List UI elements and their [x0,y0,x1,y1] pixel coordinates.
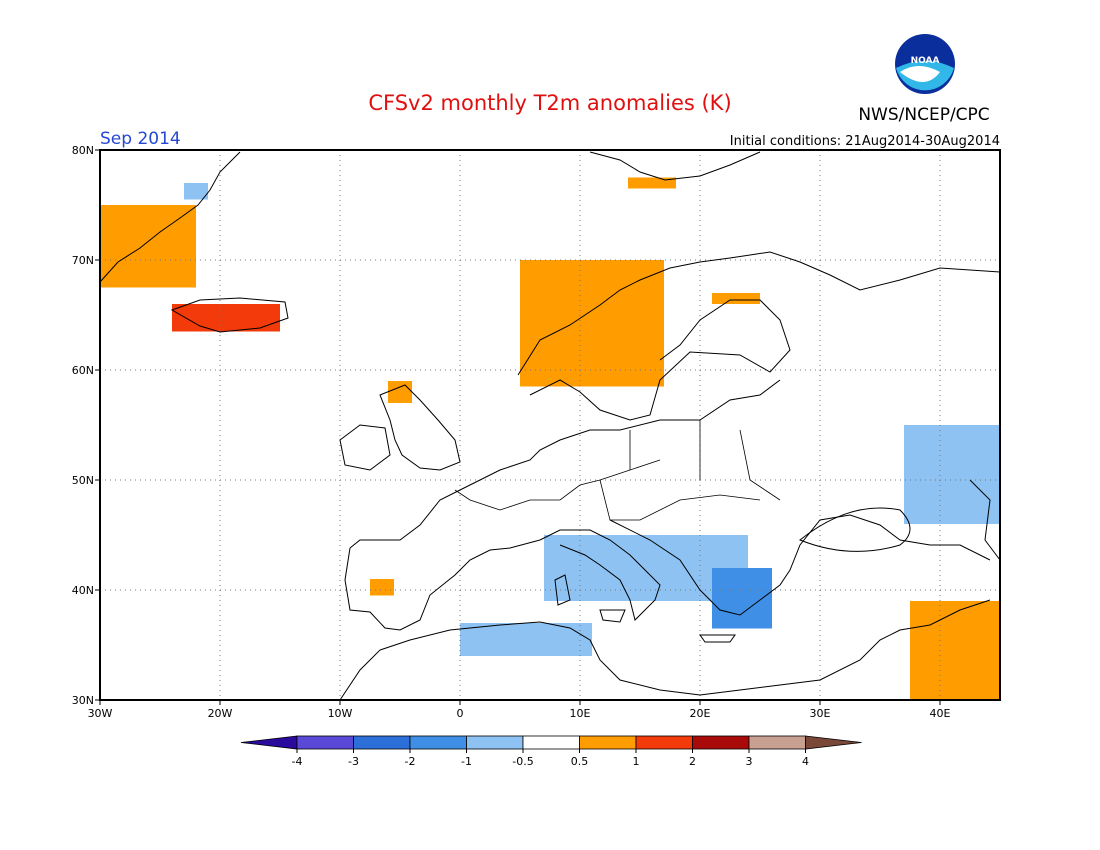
longitude-labels: 30W 20W 10W 0 10E 20E 30E 40E [88,700,951,720]
noaa-logo-text: NOAA [911,56,940,66]
lon-label: 20E [690,707,711,720]
colorbar-segment [692,735,750,750]
colorbar-segment [409,735,467,750]
lat-label: 60N [72,364,94,377]
anomaly-svalbard [628,177,676,189]
colorbar-label: 1 [633,755,640,768]
lon-label: 20W [208,707,233,720]
lat-label: 40N [72,584,94,597]
lon-label: 10E [570,707,591,720]
lon-label: 40E [930,707,951,720]
forecast-month: Sep 2014 [100,129,181,149]
lon-label: 30W [88,707,113,720]
anomaly-finland-north [712,293,760,304]
anomaly-iceland [172,304,280,332]
anomaly-north-africa [460,623,592,656]
colorbar-label: -4 [292,755,303,768]
lon-label: 10W [328,707,353,720]
latitude-labels: 80N 70N 60N 50N 40N 30N [72,144,100,707]
anomaly-iberia-west [370,579,394,596]
lat-label: 70N [72,254,94,267]
lat-label: 80N [72,144,94,157]
colorbar-segment [522,735,580,750]
colorbar-segment [748,735,806,750]
colorbar-segment [635,735,693,750]
agency-name: NWS/NCEP/CPC [858,105,989,125]
colorbar-label: -0.5 [512,755,533,768]
coastlines [99,151,1001,701]
colorbar-segment [240,735,298,750]
anomaly-greenland-cold-spot [184,183,208,200]
colorbar-label: 3 [746,755,753,768]
anomaly-greenland-east-coast [100,205,196,288]
colorbar-label: 0.5 [571,755,589,768]
map-title: CFSv2 monthly T2m anomalies (K) [368,91,731,115]
colorbar: -4 -3 -2 -1 -0.5 0.5 1 2 3 4 [240,735,862,768]
colorbar-label: -3 [348,755,359,768]
colorbar-segment [805,735,862,750]
colorbar-label: 2 [689,755,696,768]
anomaly-scotland [388,381,412,403]
anomaly-turkey-east [910,601,1000,700]
lon-label: 0 [457,707,464,720]
colorbar-segment [353,735,411,750]
colorbar-label: 4 [802,755,809,768]
colorbar-label: -1 [461,755,472,768]
anomaly-russia-east [904,425,1000,524]
colorbar-segment [296,735,354,750]
anomaly-norway [520,260,664,387]
map-area [99,150,1001,701]
colorbar-segment [579,735,637,750]
initial-conditions: Initial conditions: 21Aug2014-30Aug2014 [730,134,1000,149]
lat-label: 30N [72,694,94,707]
map-frame [99,149,1001,701]
colorbar-segment [466,735,524,750]
lon-label: 30E [810,707,831,720]
noaa-logo: NOAA [895,34,955,94]
colorbar-label: -2 [405,755,416,768]
lat-label: 50N [72,474,94,487]
